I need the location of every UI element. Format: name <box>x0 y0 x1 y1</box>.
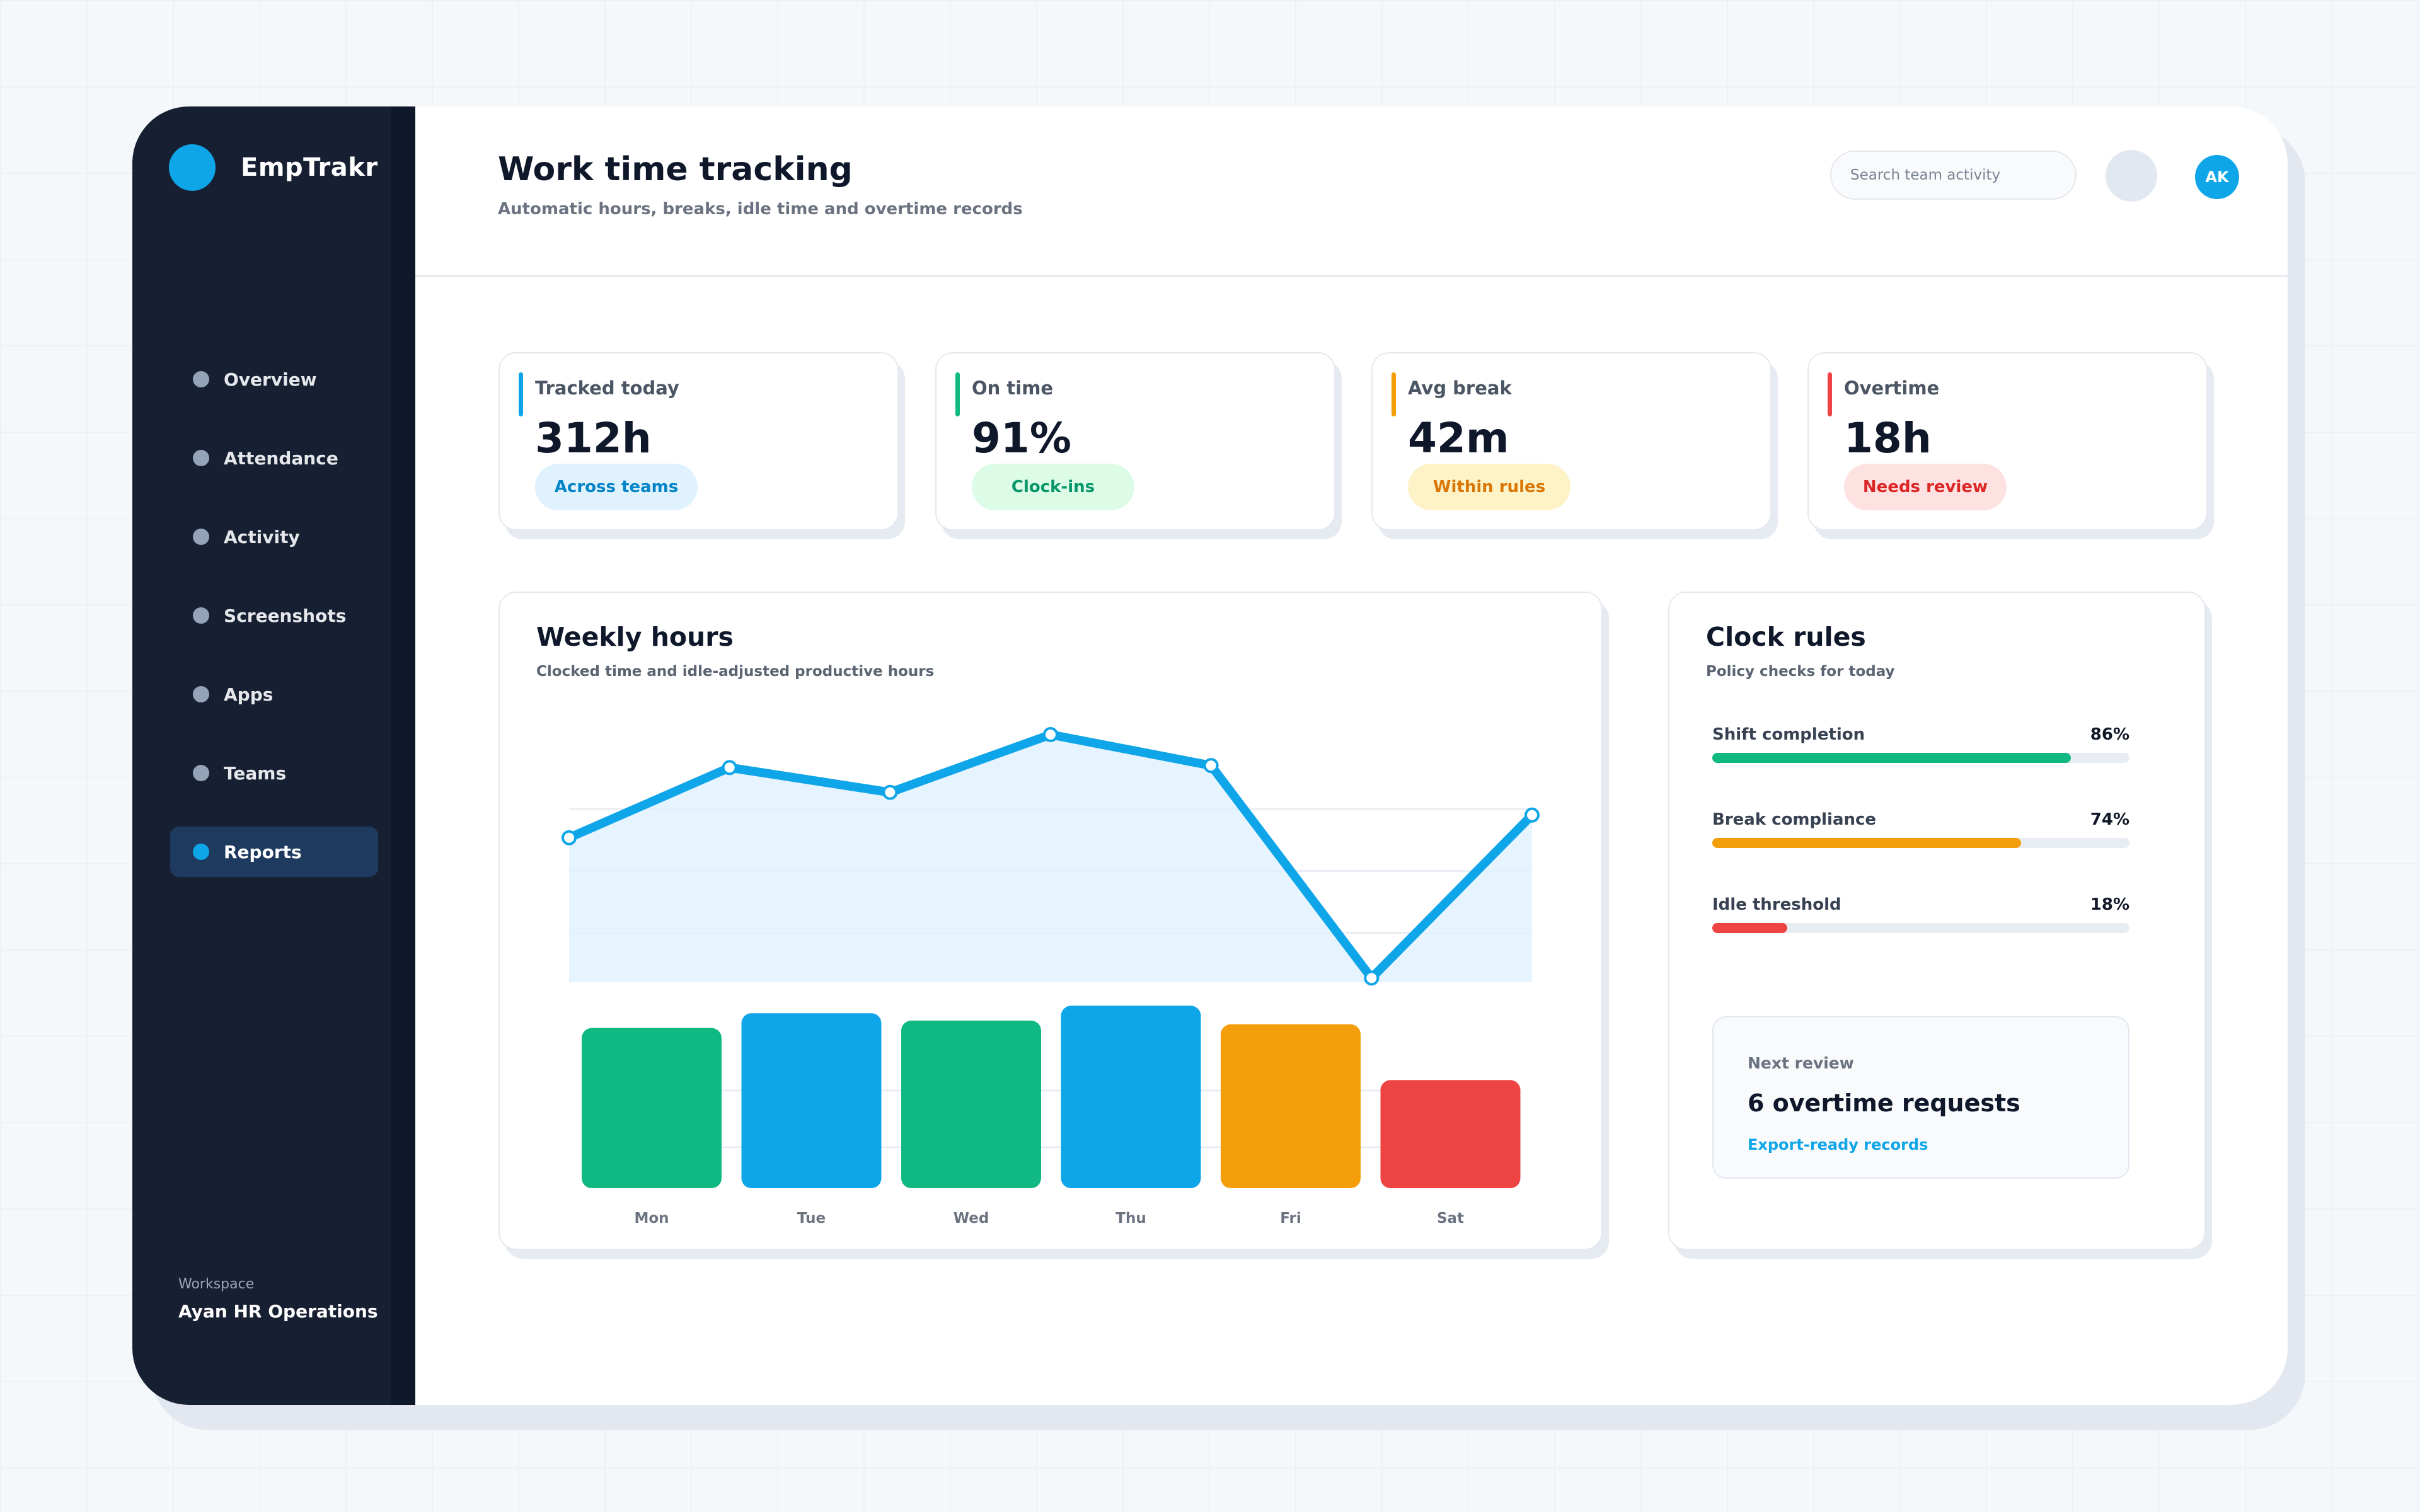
stat-accent-bar <box>1392 372 1396 416</box>
chart-tick-label: Sat <box>1437 1210 1464 1227</box>
stat-label: Tracked today <box>535 377 679 399</box>
sidebar-item-screenshots[interactable]: Screenshots <box>170 590 378 641</box>
sidebar-item-label: Teams <box>224 762 287 784</box>
chart-point <box>562 830 577 845</box>
sidebar-item-label: Overview <box>224 369 317 390</box>
chart-tick-label: Mon <box>634 1210 669 1227</box>
chart-point <box>882 784 898 800</box>
sidebar-item-label: Attendance <box>224 447 338 469</box>
stat-label: On time <box>972 377 1054 399</box>
sidebar-item-label: Reports <box>224 841 302 862</box>
stat-badge: Needs review <box>1844 464 2007 510</box>
nav-dot-icon <box>193 765 209 781</box>
chart-bar <box>901 1021 1041 1188</box>
chart-bar <box>582 1028 722 1188</box>
chart-point <box>1203 758 1219 774</box>
panel-title: Clock rules <box>1706 622 1866 652</box>
next-review-value: 6 overtime requests <box>1748 1089 2020 1117</box>
export-records-link[interactable]: Export-ready records <box>1748 1136 1928 1154</box>
rule-progress-fill <box>1712 753 2071 763</box>
sidebar-item-label: Activity <box>224 526 300 547</box>
stat-value: 312h <box>535 414 652 462</box>
sidebar-item-teams[interactable]: Teams <box>170 748 378 798</box>
search-input[interactable] <box>1830 151 2077 200</box>
sidebar-item-apps[interactable]: Apps <box>170 669 378 719</box>
stat-accent-bar <box>955 372 960 416</box>
nav-dot-icon <box>193 607 209 624</box>
panel-title: Weekly hours <box>536 622 734 652</box>
stat-accent-bar <box>1828 372 1832 416</box>
chart-tick-label: Wed <box>954 1210 989 1227</box>
stat-badge: Across teams <box>535 464 698 510</box>
chart-point <box>1364 970 1380 986</box>
rule-progress-track <box>1712 753 2129 763</box>
page-header: Work time tracking Automatic hours, brea… <box>415 106 2288 277</box>
sidebar-item-attendance[interactable]: Attendance <box>170 433 378 483</box>
sidebar-nav: Overview Attendance Activity Screenshots… <box>170 354 378 905</box>
rule-percent: 74% <box>2090 810 2129 829</box>
stat-value: 42m <box>1408 414 1509 462</box>
stat-value: 18h <box>1844 414 1932 462</box>
chart-point <box>1043 727 1058 742</box>
avatar[interactable]: AK <box>2195 155 2239 199</box>
rule-progress-fill <box>1712 838 2021 848</box>
next-review-card: Next review 6 overtime requests Export-r… <box>1712 1016 2129 1179</box>
rule-progress-track <box>1712 923 2129 933</box>
workspace-switcher[interactable]: Workspace Ayan HR Operations <box>178 1276 378 1322</box>
rule-name: Idle threshold <box>1712 895 1841 914</box>
stat-label: Avg break <box>1408 377 1512 399</box>
sidebar-item-activity[interactable]: Activity <box>170 512 378 562</box>
rule-progress-fill <box>1712 923 1788 933</box>
workspace-label: Workspace <box>178 1276 255 1292</box>
nav-dot-icon <box>193 371 209 387</box>
page-title: Work time tracking <box>498 151 853 188</box>
sidebar-item-label: Apps <box>224 684 274 705</box>
chart-bar <box>741 1013 882 1188</box>
next-review-label: Next review <box>1748 1054 1854 1072</box>
weekly-hours-chart: Mon Tue Wed Thu Fri Sat <box>562 727 1540 1227</box>
stat-card-avg-break[interactable]: Avg break 42m Within rules <box>1371 352 1772 530</box>
brand[interactable]: EmpTrakr <box>169 144 378 191</box>
sidebar-item-reports[interactable]: Reports <box>170 827 378 877</box>
nav-dot-icon <box>193 686 209 702</box>
stat-card-on-time[interactable]: On time 91% Clock-ins <box>935 352 1335 530</box>
notifications-button[interactable] <box>2106 150 2157 202</box>
rule-name: Break compliance <box>1712 810 1877 829</box>
chart-bar <box>1380 1080 1521 1188</box>
chart-tick-label: Fri <box>1280 1210 1301 1227</box>
nav-dot-icon <box>193 529 209 545</box>
rule-progress-track <box>1712 838 2129 848</box>
nav-dot-icon <box>193 844 209 860</box>
stat-badge: Within rules <box>1408 464 1570 510</box>
stat-badge: Clock-ins <box>972 464 1134 510</box>
chart-area <box>569 735 1532 982</box>
stat-card-overtime[interactable]: Overtime 18h Needs review <box>1807 352 2208 530</box>
sidebar-item-label: Screenshots <box>224 605 347 626</box>
weekly-hours-panel: Weekly hours Clocked time and idle-adjus… <box>498 592 1603 1250</box>
app-window: EmpTrakr Overview Attendance Activity Sc… <box>132 106 2288 1405</box>
chart-point <box>1524 807 1540 823</box>
stat-label: Overtime <box>1844 377 1940 399</box>
rule-percent: 18% <box>2090 895 2129 914</box>
workspace-name: Ayan HR Operations <box>178 1301 378 1322</box>
sidebar-item-overview[interactable]: Overview <box>170 354 378 404</box>
sidebar: EmpTrakr Overview Attendance Activity Sc… <box>132 106 415 1405</box>
chart-bar <box>1221 1024 1361 1188</box>
chart-bar <box>1061 1005 1201 1188</box>
rule-percent: 86% <box>2090 725 2129 744</box>
chart-tick-label: Tue <box>797 1210 826 1227</box>
chart-point <box>722 760 737 776</box>
stat-card-tracked[interactable]: Tracked today 312h Across teams <box>498 352 899 530</box>
panel-subtitle: Policy checks for today <box>1706 663 1895 680</box>
stat-value: 91% <box>972 414 1071 462</box>
nav-dot-icon <box>193 450 209 466</box>
brand-logo-icon <box>169 144 216 191</box>
stat-accent-bar <box>519 372 523 416</box>
panel-subtitle: Clocked time and idle-adjusted productiv… <box>536 663 935 680</box>
page-subtitle: Automatic hours, breaks, idle time and o… <box>498 200 1023 219</box>
rule-name: Shift completion <box>1712 725 1865 744</box>
clock-rules-panel: Clock rules Policy checks for today Shif… <box>1668 592 2206 1250</box>
brand-name: EmpTrakr <box>241 153 378 182</box>
chart-tick-label: Thu <box>1115 1210 1146 1227</box>
